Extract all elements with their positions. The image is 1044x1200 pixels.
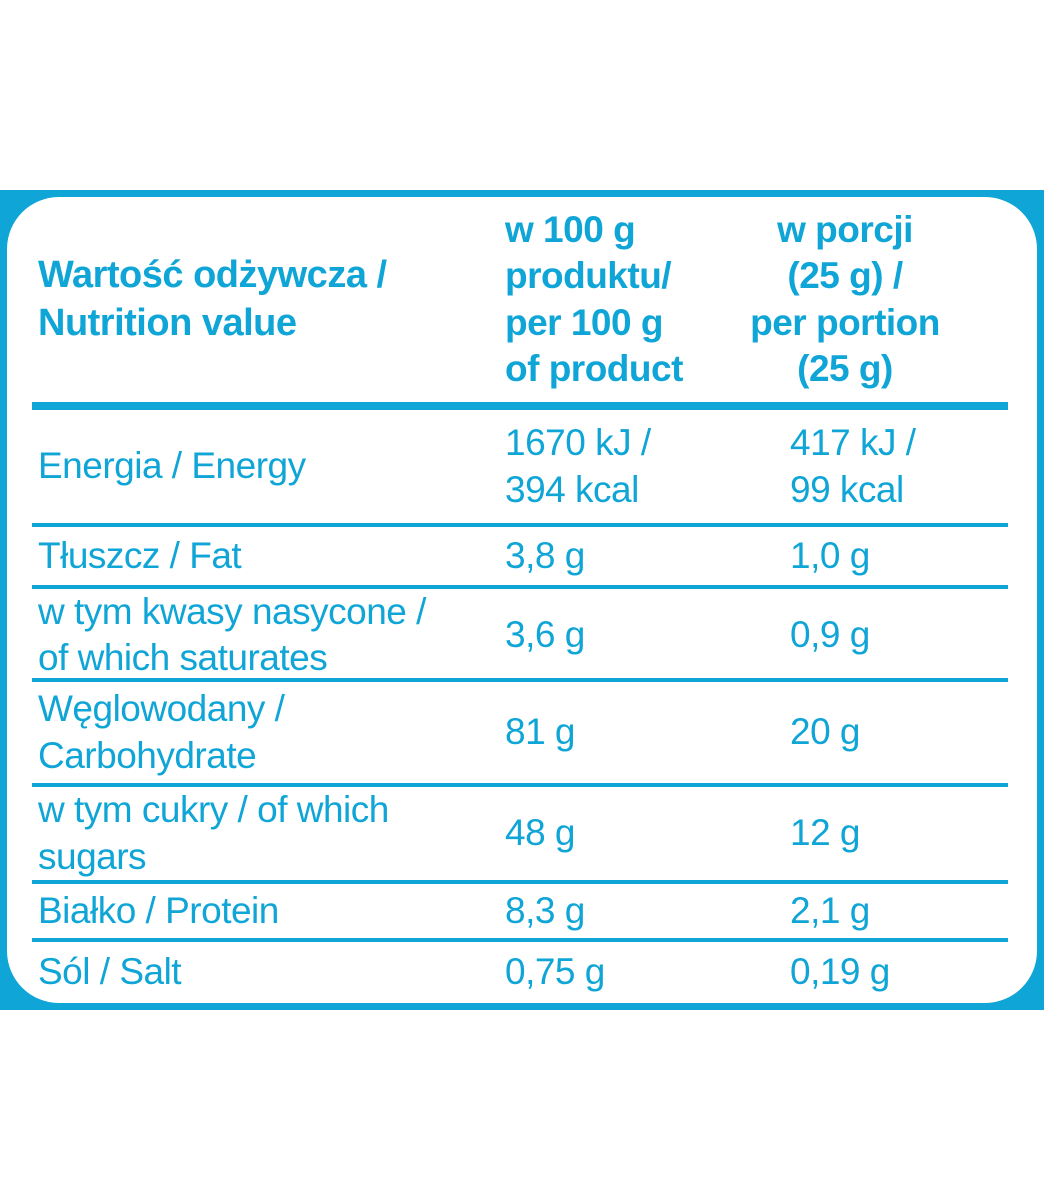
row-label: Sól / Salt [38,951,182,993]
table-row-protein: Białko / Protein 8,3 g 2,1 g [32,884,1008,942]
row-label: w tym kwasy nasycone / of which saturate… [38,591,426,679]
row-value-per-100g: 81 g [505,711,576,753]
row-value-per-portion: 0,19 g [790,951,890,993]
row-label: Węglowodany / Carbohydrate [38,688,285,776]
table-header-row: Wartość odżywcza / Nutrition value w 100… [32,197,1008,410]
row-value-per-portion: 417 kJ / 99 kcal [790,422,916,510]
header-nutrition-value: Wartość odżywcza / Nutrition value [38,254,387,344]
nutrition-table-frame: Wartość odżywcza / Nutrition value w 100… [0,190,1044,1010]
row-label: Energia / Energy [38,445,306,487]
header-per-portion: w porcji (25 g) / per portion (25 g) [750,209,940,389]
table-row-energy: Energia / Energy 1670 kJ / 394 kcal 417 … [32,410,1008,527]
row-value-per-100g: 1670 kJ / 394 kcal [505,422,651,510]
header-per-100g: w 100 g produktu/ per 100 g of product [505,209,683,389]
row-label: Białko / Protein [38,889,279,931]
row-value-per-portion: 1,0 g [790,534,870,576]
nutrition-table: Wartość odżywcza / Nutrition value w 100… [7,197,1037,1003]
row-value-per-100g: 3,6 g [505,614,585,656]
row-label: w tym cukry / of which sugars [38,789,389,877]
table-row-salt: Sól / Salt 0,75 g 0,19 g [32,942,1008,1003]
row-value-per-100g: 0,75 g [505,951,605,993]
table-row-fat: Tłuszcz / Fat 3,8 g 1,0 g [32,527,1008,589]
row-value-per-100g: 8,3 g [505,889,585,931]
row-value-per-portion: 12 g [790,812,861,854]
row-value-per-portion: 20 g [790,711,861,753]
row-label: Tłuszcz / Fat [38,534,242,576]
row-value-per-portion: 0,9 g [790,614,870,656]
row-value-per-100g: 3,8 g [505,534,585,576]
table-row-carbohydrate: Węglowodany / Carbohydrate 81 g 20 g [32,682,1008,787]
row-value-per-100g: 48 g [505,812,576,854]
table-row-saturates: w tym kwasy nasycone / of which saturate… [32,589,1008,682]
table-row-sugars: w tym cukry / of which sugars 48 g 12 g [32,787,1008,884]
row-value-per-portion: 2,1 g [790,889,870,931]
